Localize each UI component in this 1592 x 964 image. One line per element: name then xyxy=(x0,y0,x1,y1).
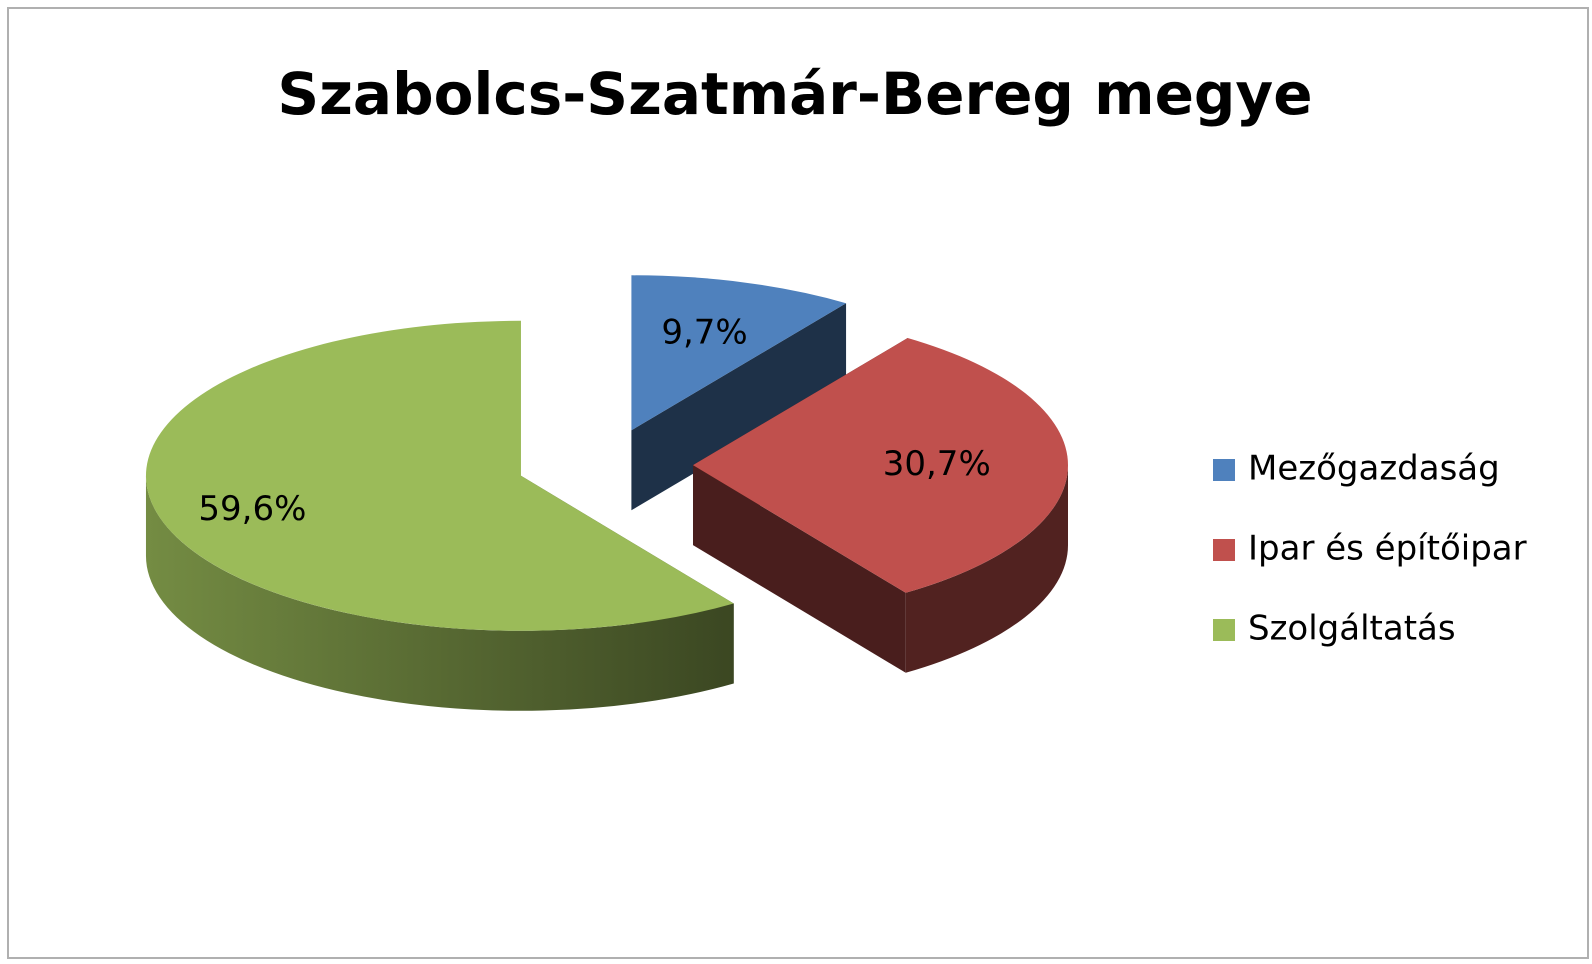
slice-top xyxy=(631,275,847,431)
slice-radial-wall xyxy=(692,465,906,673)
slice-side xyxy=(145,475,734,711)
slice xyxy=(145,320,734,711)
legend-swatch xyxy=(1213,459,1235,481)
legend-swatch xyxy=(1213,539,1235,561)
chart-title: Szabolcs-Szatmár-Bereg megye xyxy=(277,60,1312,128)
data-label: 9,7% xyxy=(661,313,747,353)
slice-side xyxy=(905,465,1068,673)
legend: Mezőgazdaság Ipar és építőipar Szolgáltatá… xyxy=(1213,449,1527,649)
slice-top xyxy=(145,320,734,631)
legend-label: Mezőgazdaság xyxy=(1248,449,1500,489)
slice xyxy=(631,275,847,511)
slice xyxy=(692,338,1068,673)
legend-label: Szolgáltatás xyxy=(1248,609,1456,649)
legend-swatch xyxy=(1213,619,1235,641)
pie: 9,7% 30,7% 59,6% xyxy=(145,275,1068,711)
slice-top xyxy=(692,338,1068,593)
data-label: 30,7% xyxy=(883,444,991,484)
legend-label: Ipar és építőipar xyxy=(1248,529,1527,569)
data-label: 59,6% xyxy=(198,489,306,529)
slice-radial-wall xyxy=(631,303,847,511)
